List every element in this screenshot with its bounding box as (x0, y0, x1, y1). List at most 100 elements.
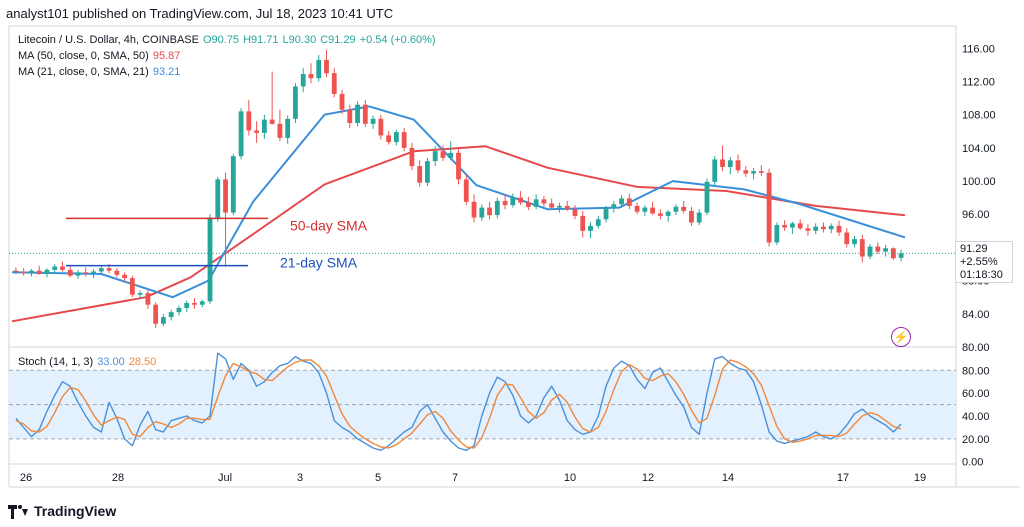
price-tick-label: 112.00 (962, 76, 995, 88)
candle-body (557, 205, 562, 208)
candle-body (471, 201, 477, 218)
candle-body (401, 132, 407, 148)
candle-body (642, 207, 648, 212)
candle-body (347, 109, 353, 123)
candle-body (36, 270, 42, 274)
price-tick-label: 116.00 (962, 43, 995, 55)
candle-body (417, 166, 423, 183)
time-tick-label: 7 (452, 472, 458, 484)
tradingview-logo[interactable]: TradingView (8, 503, 116, 520)
candle-body (844, 232, 850, 245)
ma50-legend[interactable]: MA (50, close, 0, SMA, 50) 95.87 (18, 50, 184, 62)
stoch-k-line (15, 352, 902, 451)
candle-body (743, 170, 749, 174)
time-tick-label: 17 (837, 472, 849, 484)
sma21-annotation-label: 21-day SMA (280, 255, 358, 271)
price-tick-label: 80.00 (962, 342, 990, 354)
price-tick-label: 100.00 (962, 176, 996, 188)
candle-body (704, 181, 710, 213)
stoch-legend[interactable]: Stoch (14, 1, 3) 33.00 28.50 (18, 356, 160, 368)
ma21-label: MA (21, close, 0, SMA, 21) (18, 66, 149, 78)
candle-body (494, 200, 500, 216)
candle-body (525, 202, 531, 207)
candle-body (758, 171, 764, 173)
candle-body (572, 209, 578, 216)
candle-body (254, 130, 260, 133)
candle-body (261, 119, 267, 133)
time-tick-label: 12 (642, 472, 654, 484)
candle-body (153, 304, 159, 324)
ohlc-change: +0.54 (+0.60%) (359, 34, 436, 46)
candle-body (681, 206, 687, 211)
candle-body (487, 207, 492, 216)
candle-body (67, 269, 73, 276)
candle-body (207, 217, 213, 302)
candle-body (269, 119, 275, 124)
candle-body (580, 215, 586, 231)
candle-body (774, 225, 780, 243)
publish-header: analyst101 published on TradingView.com,… (6, 6, 394, 21)
stoch-tick-label: 80.00 (962, 365, 990, 377)
stoch-tick-label: 20.00 (962, 434, 990, 446)
stoch-tick-label: 40.00 (962, 411, 990, 423)
candle-body (673, 206, 679, 212)
candle-body (339, 93, 345, 110)
ohlc-open: O90.75 (202, 34, 240, 46)
time-tick-label: 10 (564, 472, 576, 484)
candle-body (611, 204, 617, 209)
candle-body (129, 278, 135, 295)
candle-body (75, 272, 81, 276)
candle-body (650, 207, 656, 214)
candle-body (549, 203, 555, 208)
ma21-value: 93.21 (152, 66, 181, 78)
time-tick-label: 26 (20, 472, 32, 484)
candle-body (246, 111, 252, 131)
candle-body (106, 268, 112, 271)
stoch-k-value: 33.00 (97, 356, 125, 368)
candle-body (362, 104, 368, 124)
candle-body (21, 271, 27, 274)
candle-body (448, 152, 454, 158)
lightning-icon[interactable]: ⚡ (891, 327, 911, 347)
ohlc-close: C91.29 (320, 34, 356, 46)
candle-body (751, 171, 756, 174)
bar-countdown: 01:18:30 (960, 269, 1003, 281)
candle-body (238, 111, 244, 157)
candle-body (145, 293, 151, 305)
stoch-tick-label: 60.00 (962, 388, 990, 400)
candle-body (370, 118, 376, 124)
sma50-annotation-label: 50-day SMA (290, 217, 368, 233)
stoch-label: Stoch (14, 1, 3) (18, 356, 94, 368)
candle-body (510, 197, 516, 206)
candle-body (13, 270, 19, 272)
current-price-box: 91.29 +2.55% 01:18:30 (955, 241, 1013, 283)
candle-body (122, 274, 128, 279)
candle-body (192, 303, 197, 305)
ma21-legend[interactable]: MA (21, close, 0, SMA, 21) 93.21 (18, 66, 184, 78)
candle-body (626, 198, 632, 206)
candle-body (215, 179, 221, 218)
candle-body (821, 226, 826, 230)
candle-body (316, 59, 322, 79)
candle-body (456, 152, 461, 180)
candle-body (696, 212, 702, 223)
candle-body (727, 160, 733, 167)
candle-body (502, 200, 508, 206)
ohlc-high: H91.71 (243, 34, 279, 46)
candle-body (378, 118, 384, 136)
candle-body (300, 74, 306, 87)
candle-body (44, 269, 50, 274)
price-change: +2.55% (960, 256, 998, 268)
symbol-legend: Litecoin / U.S. Dollar, 4h, COINBASE O90.… (18, 34, 440, 46)
candle-body (766, 172, 772, 243)
price-tick-label: 96.00 (962, 209, 990, 221)
candle-body (595, 219, 601, 226)
candle-body (463, 179, 469, 202)
candle-body (665, 211, 671, 216)
candle-body (541, 199, 547, 204)
candle-body (518, 197, 524, 203)
candle-body (813, 226, 819, 231)
candle-body (161, 317, 166, 324)
candle-body (393, 132, 399, 143)
ma50-line (11, 145, 906, 323)
